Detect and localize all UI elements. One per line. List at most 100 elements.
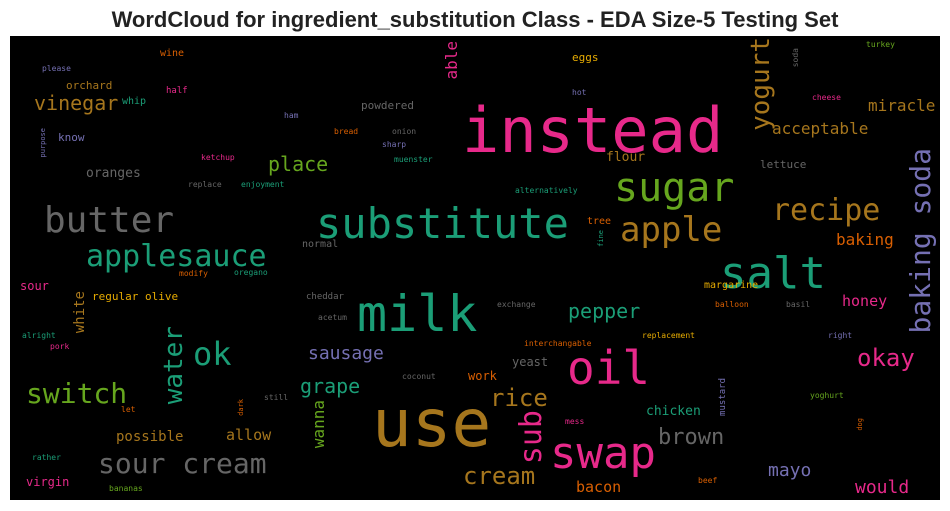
word-powdered: powdered xyxy=(361,99,414,112)
word-chicken: chicken xyxy=(646,404,701,419)
word-water: water xyxy=(159,326,189,405)
word-oranges: oranges xyxy=(86,166,141,181)
word-baking: baking xyxy=(836,230,894,249)
word-coconut: coconut xyxy=(402,372,436,381)
word-recipe: recipe xyxy=(772,193,881,228)
word-milk: milk xyxy=(357,285,478,343)
word-white: white xyxy=(72,291,88,334)
word-grape: grape xyxy=(300,374,361,398)
word-normal: normal xyxy=(302,239,339,250)
word-swap: swap xyxy=(550,428,656,479)
word-know: know xyxy=(58,131,85,144)
word-mustard: mustard xyxy=(718,378,728,416)
word-purpose: purpose xyxy=(39,128,47,158)
word-turkey: turkey xyxy=(866,40,895,49)
word-alternatively: alternatively xyxy=(515,186,578,195)
word-mess: mess xyxy=(565,417,585,426)
word-honey: honey xyxy=(842,292,888,310)
word-eggs: eggs xyxy=(572,51,599,64)
word-okay: okay xyxy=(857,344,915,372)
word-ketchup: ketchup xyxy=(201,153,235,162)
word-replace: replace xyxy=(188,180,222,189)
word-brown: brown xyxy=(658,425,725,450)
word-fine: fine xyxy=(597,230,605,247)
word-oil: oil xyxy=(567,341,651,395)
word-possible: possible xyxy=(116,429,184,445)
word-baking-soda: baking soda xyxy=(904,148,937,334)
word-switch: switch xyxy=(26,377,128,410)
word-cream: cream xyxy=(463,462,536,490)
word-oregano: oregano xyxy=(234,268,268,277)
word-regular-olive: regular olive xyxy=(92,290,179,303)
word-pepper: pepper xyxy=(568,299,641,323)
word-pork: pork xyxy=(50,342,70,351)
wordcloud-canvas: instead use milk substitute oil swap salt sugar… xyxy=(10,36,940,500)
word-cheese: cheese xyxy=(812,93,841,102)
word-modify: modify xyxy=(179,269,208,278)
word-flour: flour xyxy=(606,150,646,165)
word-vinegar: vinegar xyxy=(34,91,119,115)
word-sugar: sugar xyxy=(614,165,735,211)
word-yeast: yeast xyxy=(512,355,549,369)
word-enjoyment: enjoyment xyxy=(241,180,285,189)
word-bacon: bacon xyxy=(576,478,622,496)
word-beef: beef xyxy=(698,476,718,485)
word-ham: ham xyxy=(284,111,299,120)
word-place: place xyxy=(268,152,329,176)
word-hot: hot xyxy=(572,88,587,97)
word-instead: instead xyxy=(462,94,724,167)
word-wine: wine xyxy=(160,48,185,59)
word-virgin: virgin xyxy=(26,475,70,489)
word-acetum: acetum xyxy=(318,313,347,322)
word-tree: tree xyxy=(587,216,612,227)
word-still: still xyxy=(264,393,289,402)
word-replacement: replacement xyxy=(642,331,695,340)
word-cheddar: cheddar xyxy=(306,292,344,302)
word-exchange: exchange xyxy=(497,300,536,309)
word-bread: bread xyxy=(334,127,359,136)
word-acceptable: acceptable xyxy=(772,119,869,138)
word-butter: butter xyxy=(44,200,175,241)
word-basil: basil xyxy=(786,300,811,309)
word-wanna: wanna xyxy=(309,400,328,449)
word-sub: sub xyxy=(514,410,549,465)
word-applesauce: applesauce xyxy=(86,239,267,274)
word-soda: soda xyxy=(791,48,800,68)
word-work: work xyxy=(468,369,497,383)
word-sausage: sausage xyxy=(308,343,384,364)
word-yogurt: yogurt xyxy=(746,37,776,131)
word-muenster: muenster xyxy=(394,155,433,164)
word-half: half xyxy=(166,86,188,96)
word-sour: sour xyxy=(20,279,49,293)
word-mayo: mayo xyxy=(768,460,812,481)
word-margarine: margarine xyxy=(704,280,759,291)
word-interchangable: interchangable xyxy=(524,339,592,348)
word-miracle: miracle xyxy=(868,96,936,115)
word-yoghurt: yoghurt xyxy=(810,391,844,400)
word-lettuce: lettuce xyxy=(760,158,807,171)
word-right: right xyxy=(828,331,853,340)
word-whip: whip xyxy=(122,96,147,107)
word-use: use xyxy=(372,385,492,462)
word-substitute: substitute xyxy=(316,199,569,248)
word-able: able xyxy=(442,41,461,80)
word-bananas: bananas xyxy=(109,484,143,493)
word-dog: dog xyxy=(856,418,864,431)
word-sharp: sharp xyxy=(382,140,407,149)
word-alright: alright xyxy=(22,331,56,340)
chart-title: WordCloud for ingredient_substitution Cl… xyxy=(111,7,839,32)
word-rather: rather xyxy=(32,453,61,462)
word-salt: salt xyxy=(720,248,826,299)
word-orchard: orchard xyxy=(66,79,113,92)
word-apple: apple xyxy=(620,210,723,250)
word-allow: allow xyxy=(226,426,272,444)
word-balloon: balloon xyxy=(715,300,749,309)
word-dark: dark xyxy=(237,399,245,416)
word-please: please xyxy=(42,64,71,73)
word-rice: rice xyxy=(490,384,548,412)
word-sour-cream: sour cream xyxy=(98,447,267,480)
word-would: would xyxy=(855,477,910,498)
word-onion: onion xyxy=(392,127,417,136)
word-let: let xyxy=(121,405,136,414)
word-ok: ok xyxy=(193,335,232,373)
